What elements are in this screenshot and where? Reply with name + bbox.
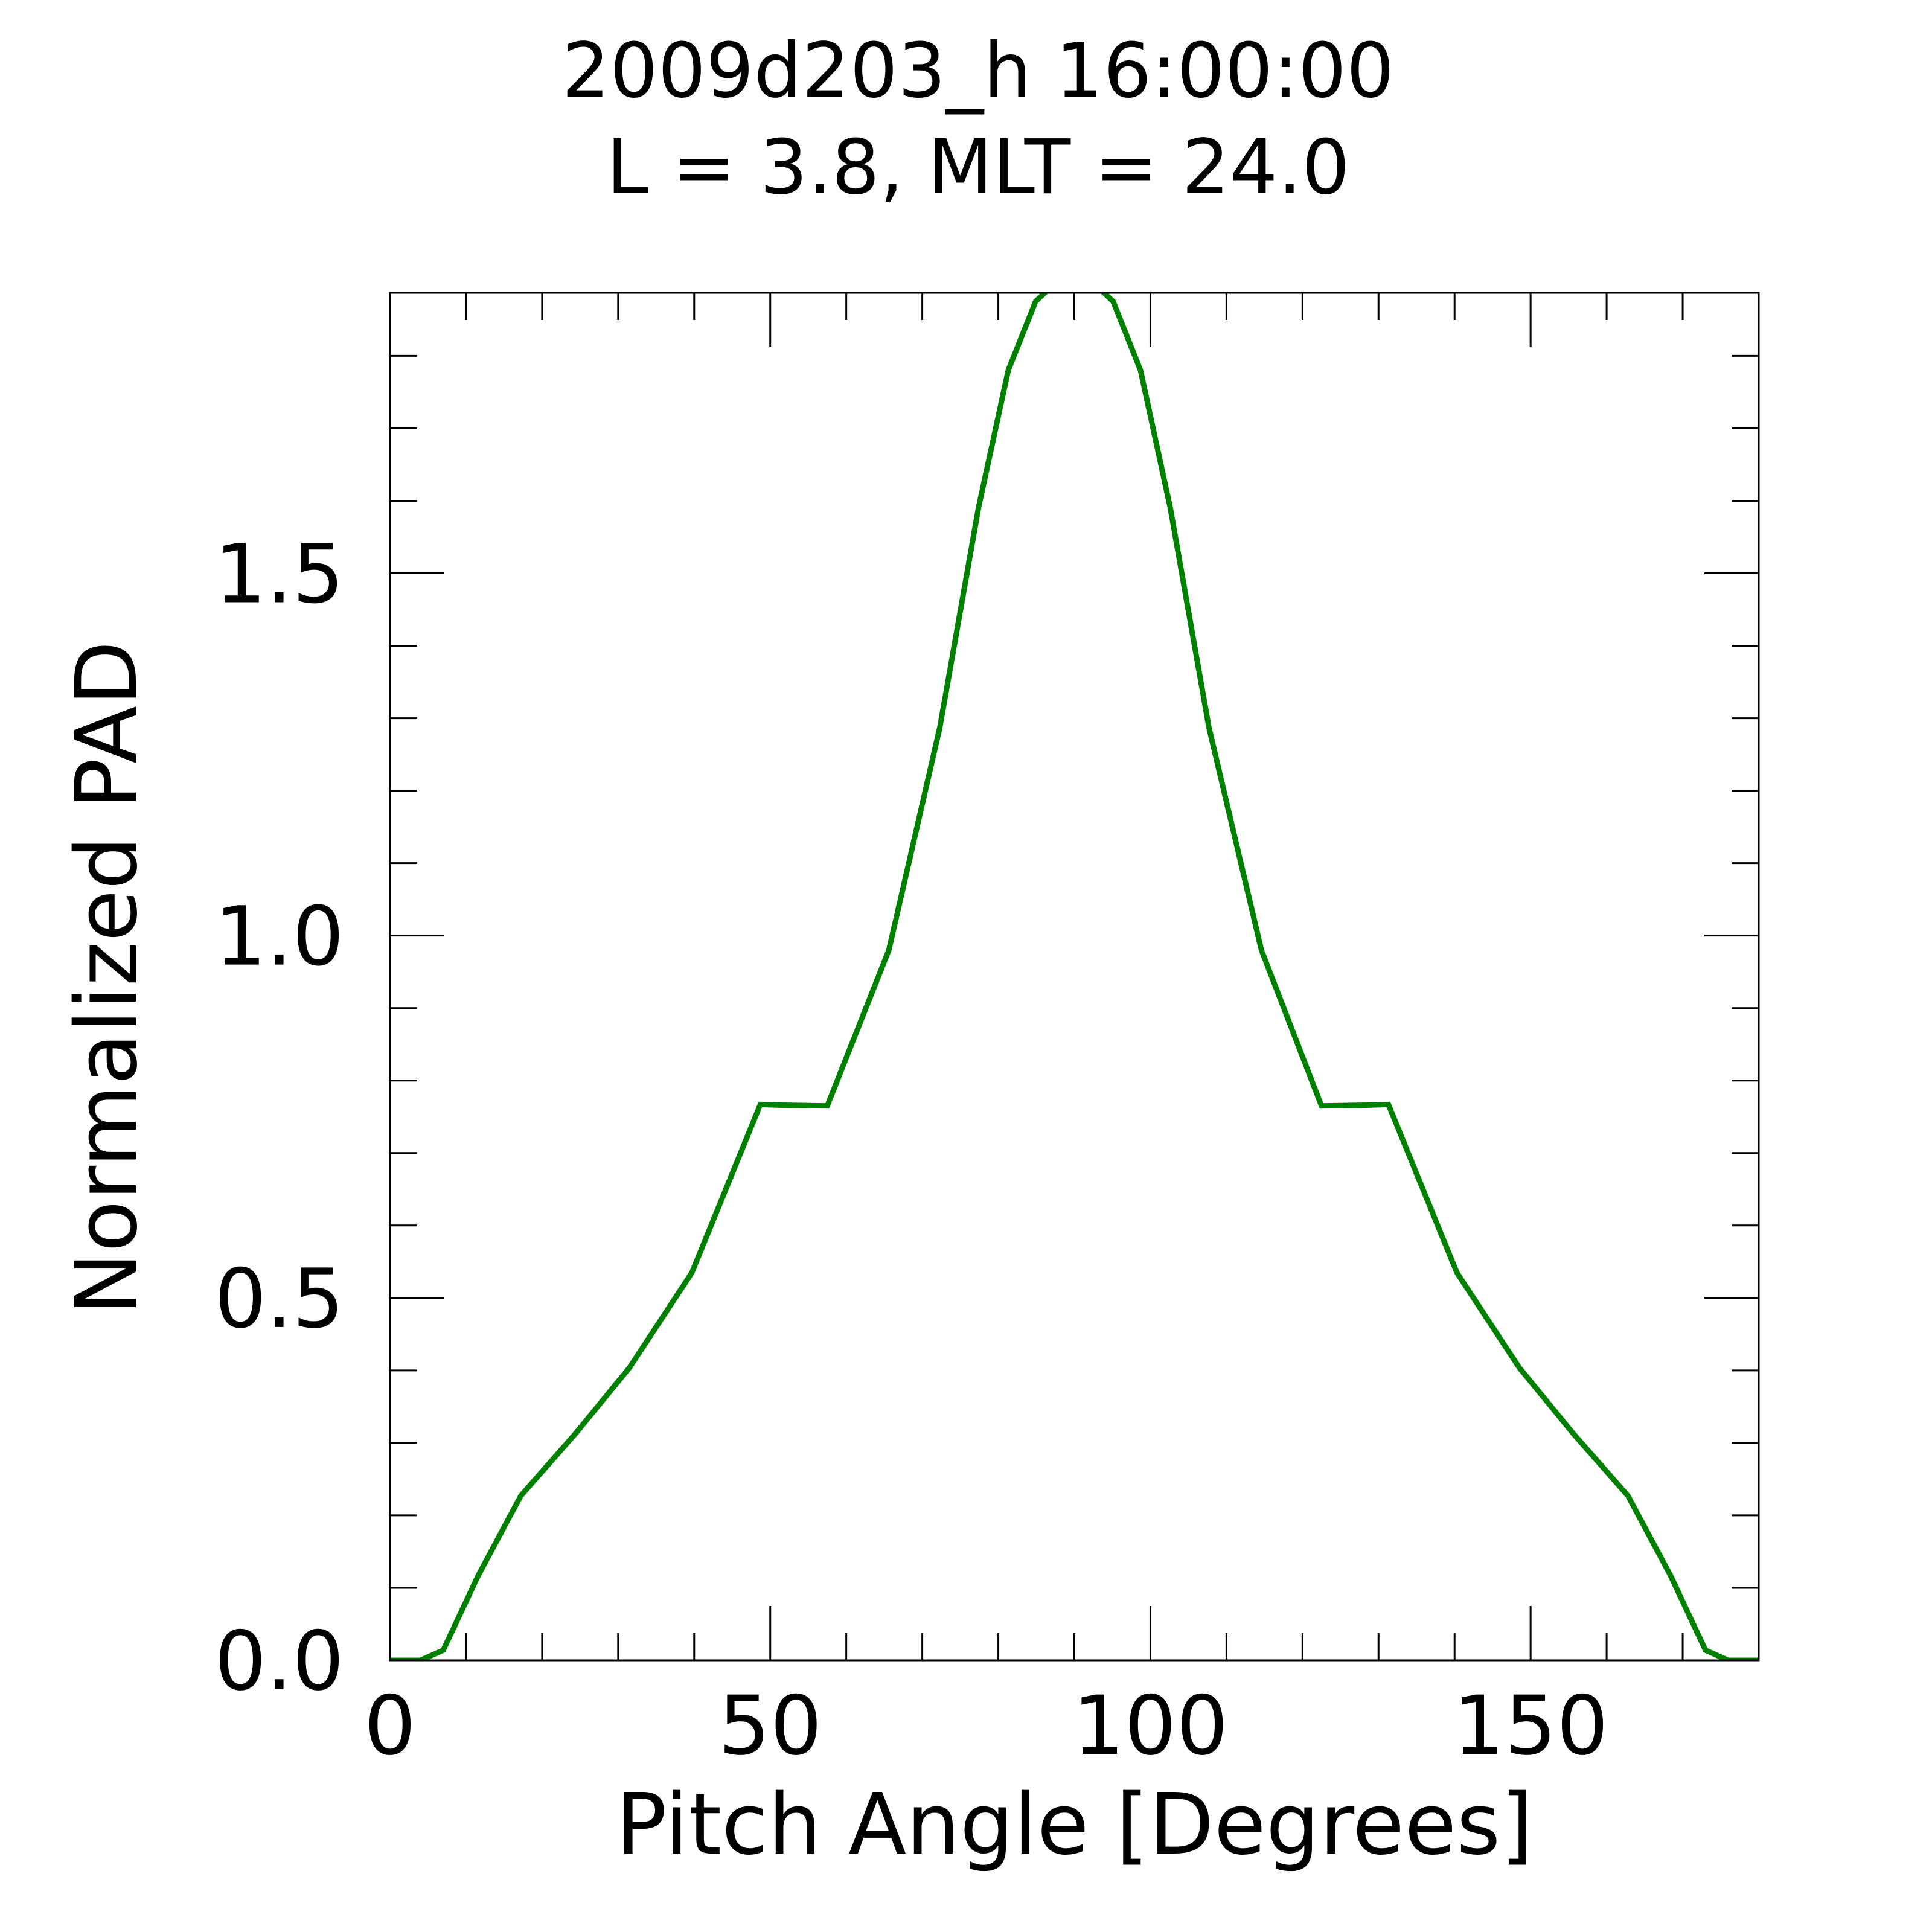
chart-subtitle: L = 3.8, MLT = 24.0 <box>606 124 1349 211</box>
y-tick-label: 0.0 <box>214 1614 344 1709</box>
series-line <box>390 293 1759 1660</box>
x-tick-label: 0 <box>364 1678 416 1773</box>
plot-frame <box>389 292 1760 1662</box>
y-tick-label: 1.0 <box>214 889 344 984</box>
x-tick-label: 100 <box>1073 1678 1229 1773</box>
x-tick-label: 50 <box>718 1678 822 1773</box>
y-axis-label: Normalized PAD <box>58 641 156 1315</box>
x-axis-label: Pitch Angle [Degrees] <box>616 1776 1534 1874</box>
x-tick-label: 150 <box>1453 1678 1608 1773</box>
y-tick-label: 0.5 <box>214 1252 344 1346</box>
y-tick-label: 1.5 <box>214 527 344 622</box>
chart-title: 2009d203_h 16:00:00 <box>562 27 1395 115</box>
